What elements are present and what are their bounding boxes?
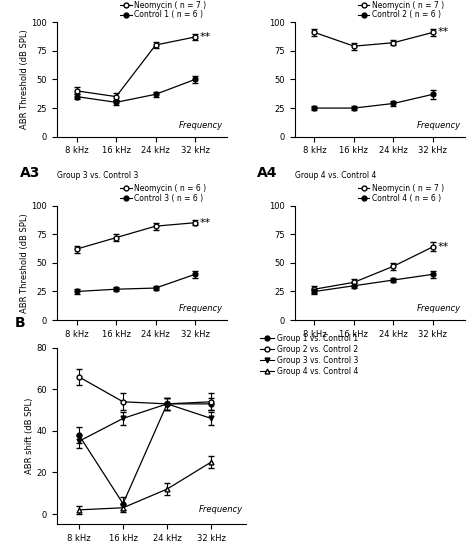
Legend: Neomycin ( n = 7 ), Control 1 ( n = 6 ): Neomycin ( n = 7 ), Control 1 ( n = 6 ) (120, 1, 206, 19)
Text: A3: A3 (19, 166, 40, 181)
Y-axis label: ABR shift (dB SPL): ABR shift (dB SPL) (25, 398, 34, 474)
Text: Frequency: Frequency (417, 121, 461, 130)
Legend: Neomycin ( n = 7 ), Control 4 ( n = 6 ): Neomycin ( n = 7 ), Control 4 ( n = 6 ) (358, 184, 444, 203)
Text: Group 4 vs. Control 4: Group 4 vs. Control 4 (295, 171, 376, 181)
Legend: Neomycin ( n = 7 ), Control 2 ( n = 6 ): Neomycin ( n = 7 ), Control 2 ( n = 6 ) (358, 1, 444, 19)
Y-axis label: ABR Threshold (dB SPL): ABR Threshold (dB SPL) (19, 213, 28, 313)
Text: Frequency: Frequency (417, 304, 461, 314)
Text: Frequency: Frequency (179, 304, 223, 314)
Text: Frequency: Frequency (179, 121, 223, 130)
Y-axis label: ABR Threshold (dB SPL): ABR Threshold (dB SPL) (19, 29, 28, 129)
Text: A4: A4 (257, 166, 278, 181)
Legend: Neomycin ( n = 6 ), Control 3 ( n = 6 ): Neomycin ( n = 6 ), Control 3 ( n = 6 ) (120, 184, 206, 203)
Text: Group 3 vs. Control 3: Group 3 vs. Control 3 (57, 171, 138, 181)
Text: B: B (15, 316, 26, 330)
Text: Frequency: Frequency (199, 505, 243, 514)
Legend: Group 1 vs. Control 1, Group 2 vs. Control 2, Group 3 vs. Control 3, Group 4 vs.: Group 1 vs. Control 1, Group 2 vs. Contr… (260, 334, 358, 376)
Text: **: ** (200, 32, 211, 42)
Text: **: ** (438, 242, 449, 252)
Text: **: ** (200, 217, 211, 228)
Text: **: ** (438, 28, 449, 38)
